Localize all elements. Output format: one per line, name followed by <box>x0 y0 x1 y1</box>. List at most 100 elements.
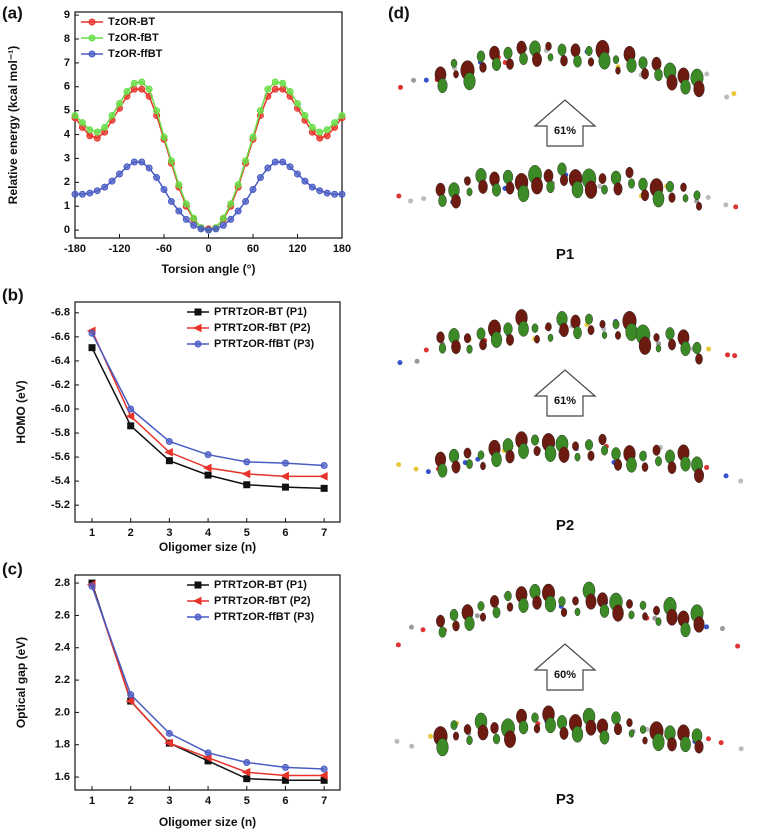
marker <box>264 85 272 93</box>
atom <box>706 346 712 352</box>
lobe <box>628 729 635 738</box>
lobe <box>545 717 556 734</box>
marker <box>205 226 212 234</box>
legend-marker <box>88 34 96 42</box>
y-tick-label: 2 <box>64 176 70 188</box>
x-tick-label: -60 <box>156 243 172 255</box>
legend-label: PTRTzOR-ffBT (P3) <box>214 338 315 350</box>
lobe <box>638 177 648 191</box>
marker <box>127 691 135 699</box>
lobe <box>696 201 702 211</box>
lobe <box>626 718 633 728</box>
lobe <box>574 607 581 617</box>
marker <box>123 88 131 96</box>
lobe <box>598 51 611 70</box>
atom <box>411 77 417 83</box>
lobe <box>587 325 595 336</box>
lobe <box>641 67 649 80</box>
lobe <box>437 463 448 478</box>
lobe <box>477 450 485 460</box>
atom <box>705 736 711 742</box>
marker <box>88 50 96 58</box>
marker <box>192 596 202 606</box>
marker <box>88 582 96 590</box>
legend-marker <box>194 581 202 589</box>
lobe <box>667 737 677 752</box>
lobe <box>505 181 515 195</box>
marker <box>86 189 94 197</box>
marker <box>320 765 328 773</box>
marker <box>71 111 79 119</box>
lobe <box>628 178 635 189</box>
marker <box>316 128 324 136</box>
lobe <box>599 604 610 618</box>
marker <box>243 458 251 466</box>
atom <box>423 77 429 83</box>
lobe <box>680 456 691 472</box>
lobe <box>503 322 513 336</box>
atom <box>735 643 741 649</box>
marker <box>280 771 289 780</box>
lobe <box>639 450 647 462</box>
x-tick-label: 4 <box>205 527 212 539</box>
y-tick-label: 2.2 <box>55 674 70 686</box>
marker <box>127 405 135 413</box>
lobe <box>463 72 476 91</box>
y-tick-label: -5.6 <box>51 451 70 463</box>
y-tick-label: -5.2 <box>51 499 70 511</box>
marker <box>160 186 168 194</box>
y-tick-label: -6.8 <box>51 307 70 319</box>
legend-label: TzOR-BT <box>108 16 155 28</box>
lobe <box>544 445 557 462</box>
lobe <box>611 447 621 461</box>
atom <box>413 466 419 472</box>
marker <box>242 197 250 205</box>
lobe <box>438 194 447 207</box>
lobe <box>559 726 569 740</box>
lobe <box>558 446 570 463</box>
lobe <box>544 595 557 613</box>
y-tick-label: -6.4 <box>51 355 71 367</box>
lobe <box>598 433 607 446</box>
marker <box>338 190 346 198</box>
lobe <box>613 458 623 471</box>
marker <box>219 214 227 222</box>
line <box>75 161 342 231</box>
atom <box>733 204 739 210</box>
orbital-chain <box>396 162 739 211</box>
marker <box>164 447 173 457</box>
marker <box>108 111 116 119</box>
lobe <box>654 68 663 82</box>
atom <box>408 624 414 630</box>
atom <box>704 71 710 77</box>
lobe <box>571 725 584 743</box>
polymer-name: P2 <box>556 517 574 534</box>
atom <box>395 642 401 648</box>
lobe <box>464 615 475 632</box>
orbital-chain <box>395 581 741 649</box>
lobe <box>585 45 593 56</box>
marker <box>130 158 138 166</box>
lobe <box>651 56 662 71</box>
x-tick-label: 1 <box>89 527 95 539</box>
lobe <box>694 468 704 483</box>
lobe <box>560 55 568 67</box>
marker <box>320 461 328 469</box>
lobe <box>613 723 623 736</box>
legend-marker <box>194 340 202 348</box>
marker <box>116 170 123 178</box>
marker <box>93 187 101 195</box>
lobe <box>682 194 689 203</box>
lobe <box>519 52 528 66</box>
marker <box>127 422 135 430</box>
series <box>88 344 328 492</box>
lobe <box>641 462 649 472</box>
marker <box>153 174 161 182</box>
x-tick-label: 120 <box>288 243 306 255</box>
marker <box>167 197 175 205</box>
legend-label: PTRTzOR-fBT (P2) <box>214 322 311 334</box>
atom <box>705 194 711 200</box>
lobe <box>450 58 458 68</box>
lobe <box>601 445 608 456</box>
polymer-name: P3 <box>556 791 574 808</box>
